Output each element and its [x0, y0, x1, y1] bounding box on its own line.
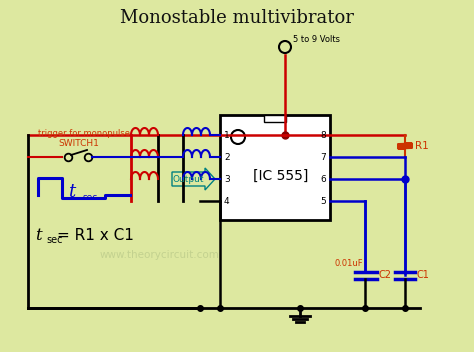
Text: C2: C2: [379, 270, 392, 280]
Text: 4: 4: [224, 196, 229, 206]
Text: 6: 6: [320, 175, 326, 183]
Text: 2: 2: [224, 152, 229, 162]
Bar: [220, 115, 330, 220]
Text: sec: sec: [46, 235, 63, 245]
Text: 1: 1: [224, 131, 230, 139]
Bar: [264, 115, 286, 122]
Circle shape: [231, 130, 245, 144]
Text: sec: sec: [83, 194, 98, 202]
Text: www.theorycircuit.com: www.theorycircuit.com: [100, 250, 220, 260]
Polygon shape: [172, 168, 215, 190]
Text: trigger for monopulse: trigger for monopulse: [38, 130, 130, 138]
Circle shape: [279, 41, 291, 53]
Text: 7: 7: [320, 152, 326, 162]
Text: R1: R1: [415, 141, 429, 151]
Text: 5 to 9 Volts: 5 to 9 Volts: [293, 34, 340, 44]
Text: [IC 555]: [IC 555]: [253, 169, 308, 183]
Text: t: t: [68, 183, 75, 201]
Text: Output: Output: [173, 175, 204, 183]
Text: 3: 3: [224, 175, 230, 183]
Text: = R1 x C1: = R1 x C1: [57, 227, 134, 243]
Text: 5: 5: [320, 196, 326, 206]
Text: 0.01uF: 0.01uF: [335, 258, 364, 268]
Text: C1: C1: [417, 270, 430, 280]
Text: Monostable multivibrator: Monostable multivibrator: [120, 9, 354, 27]
Text: 8: 8: [320, 131, 326, 139]
Text: SWITCH1: SWITCH1: [58, 138, 99, 147]
Text: t: t: [35, 226, 42, 244]
